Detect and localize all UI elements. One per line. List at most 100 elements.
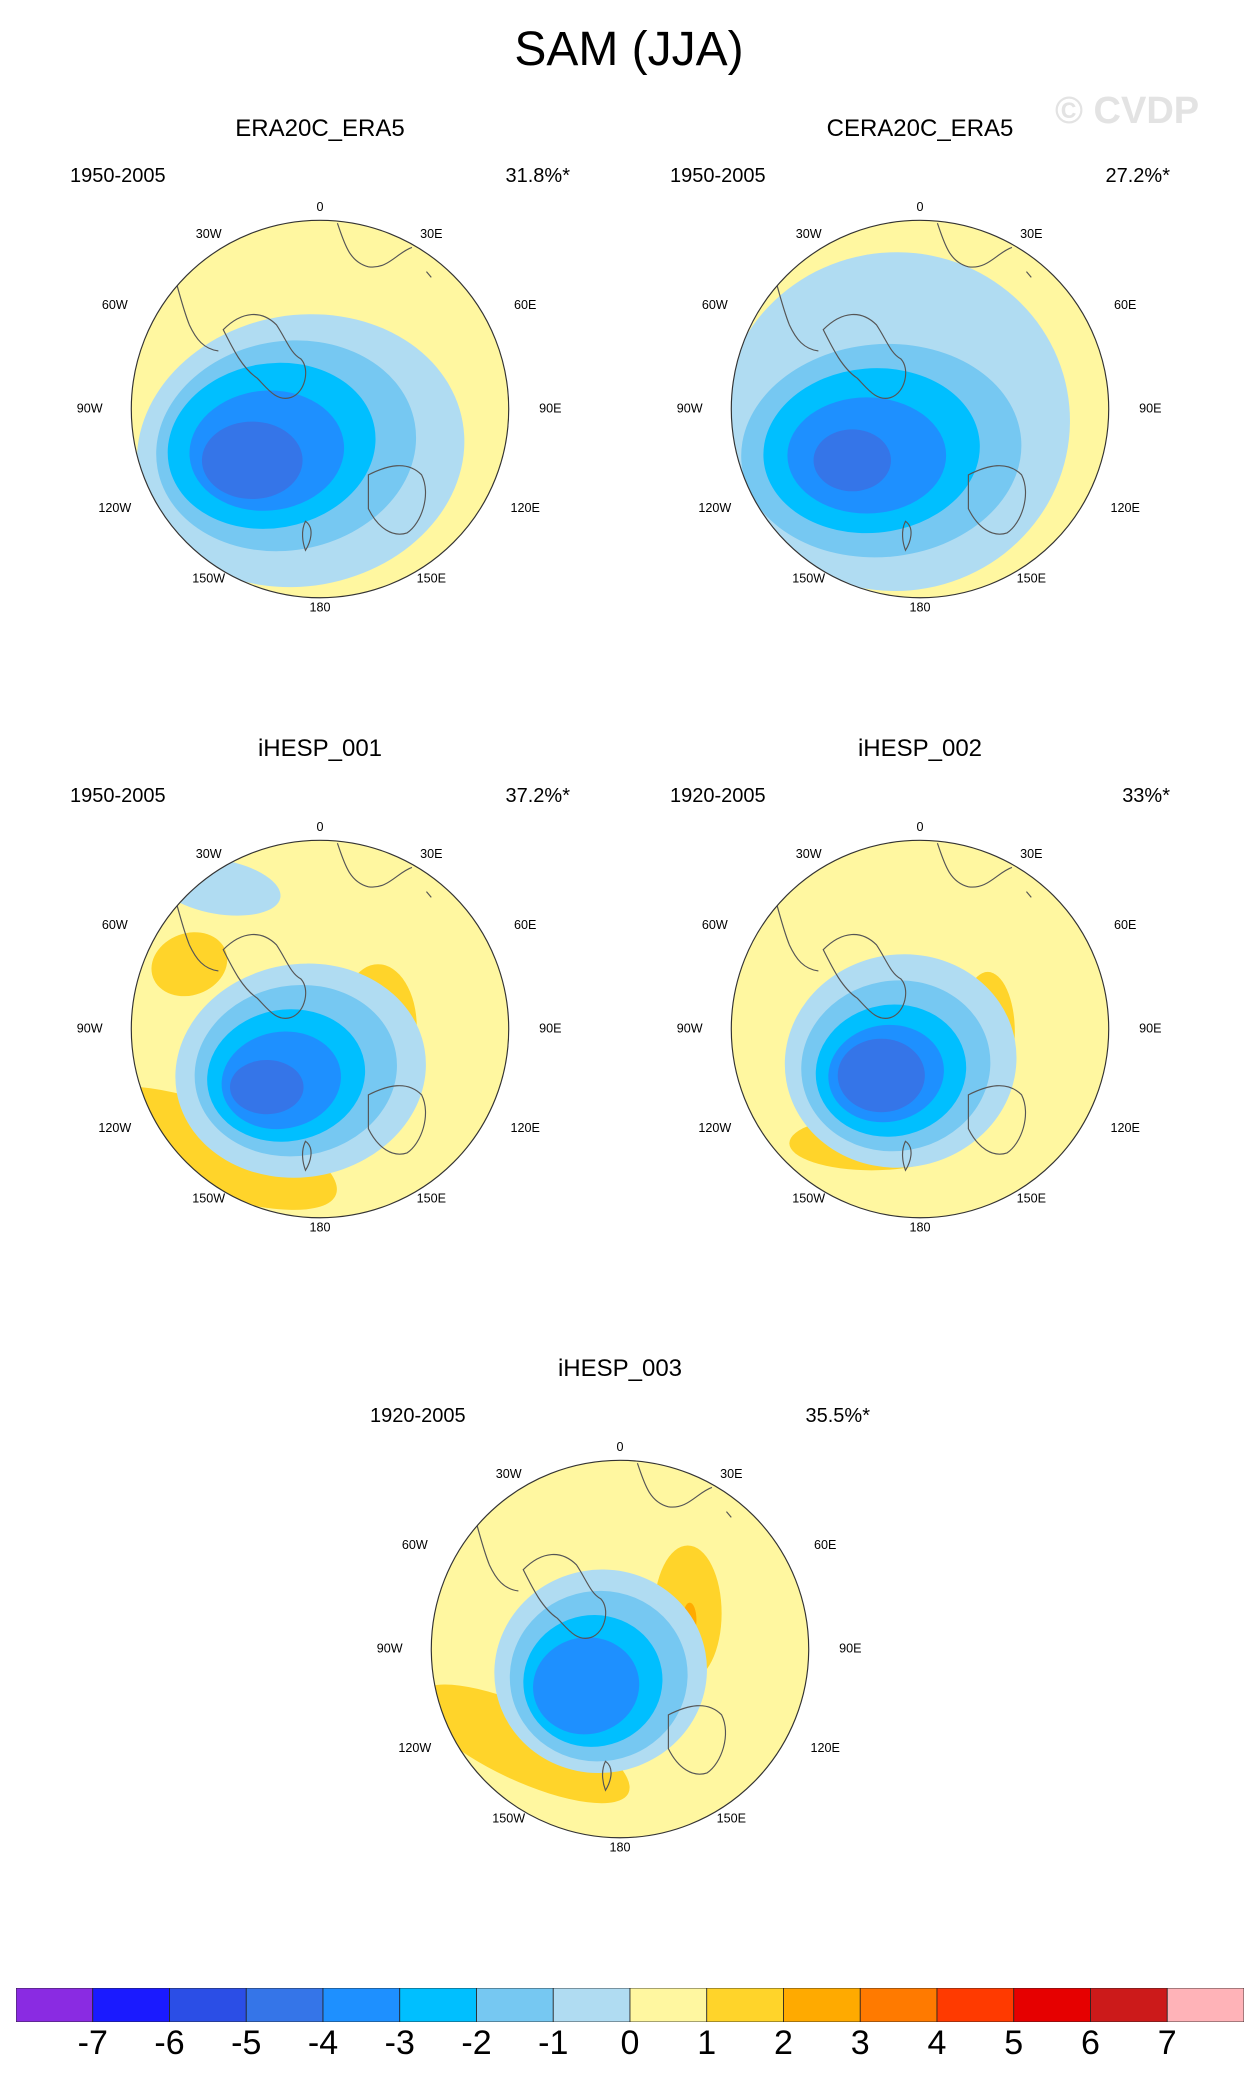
panel-variance-pct: 35.5%* <box>805 1405 871 1427</box>
coastline <box>902 1140 912 1172</box>
lon-label-w90: 90W <box>77 1021 103 1035</box>
lon-label-bottom: 180 <box>910 1221 931 1235</box>
panel-era20c-era5: ERA20C_ERA5 1950-2005 31.8%* 0 30W 30E 60W 60E 9… <box>40 115 600 725</box>
anomaly-contour <box>431 1684 630 1804</box>
lon-label-n30e: 30E <box>420 227 442 241</box>
lon-label-e60: 60E <box>514 298 536 312</box>
lon-label-n30w: 30W <box>496 1467 522 1481</box>
panel-variance-pct: 33%* <box>1122 785 1170 807</box>
lon-label-bottom: 180 <box>310 601 331 615</box>
panel-period: 1920-2005 <box>370 1405 466 1427</box>
coastline <box>936 843 1013 888</box>
lon-label-n30w: 30W <box>796 227 822 241</box>
polar-map: 0 30W 30E 60W 60E 90W 90E 120W 120E 150W 150E 180 <box>377 1440 862 1855</box>
colorbar-swatch <box>1013 1988 1091 2022</box>
panel-title: iHESP_002 <box>857 735 983 762</box>
lon-label-e120: 120E <box>510 1121 539 1135</box>
panel-cera20c-era5: CERA20C_ERA5 1950-2005 27.2%* 0 30W 30E 60W 60E… <box>640 115 1200 725</box>
lon-label-e60: 60E <box>1114 298 1136 312</box>
coastline <box>367 1085 426 1155</box>
lon-label-bottom: 180 <box>610 1841 631 1855</box>
lon-label-s150e: 150E <box>417 1192 446 1206</box>
lon-label-s150w: 150W <box>192 1192 225 1206</box>
coastline <box>726 1511 732 1518</box>
colorbar-tick-label: -1 <box>538 2024 569 2062</box>
coastline <box>367 465 426 535</box>
polar-map: 0 30W 30E 60W 60E 90W 90E 120W 120E 150W 150E 180 <box>77 820 562 1235</box>
lon-label-e60: 60E <box>814 1538 836 1552</box>
panel-variance-pct: 31.8%* <box>505 165 571 187</box>
colorbar-swatch <box>169 1988 247 2022</box>
anomaly-contour <box>813 429 891 492</box>
lon-label-w120: 120W <box>98 1121 131 1135</box>
lon-label-s150e: 150E <box>1017 572 1046 586</box>
colorbar-swatch <box>322 1988 401 2022</box>
colorbar-swatch <box>1166 1988 1244 2022</box>
lon-label-e90: 90E <box>1139 1021 1161 1035</box>
colorbar-swatch <box>629 1988 708 2022</box>
coastline <box>336 843 413 888</box>
lon-label-n30w: 30W <box>796 847 822 861</box>
coastline <box>667 1705 726 1775</box>
colorbar-swatch <box>706 1988 784 2022</box>
main-title: SAM (JJA) <box>514 23 744 76</box>
panel-title: CERA20C_ERA5 <box>826 115 1014 142</box>
colorbar-tick-label: -5 <box>231 2024 262 2062</box>
lon-label-w90: 90W <box>77 401 103 415</box>
panel-period: 1950-2005 <box>70 165 166 187</box>
lon-label-n30e: 30E <box>1020 227 1042 241</box>
coastline <box>222 933 307 1019</box>
panel-ihesp-001: iHESP_001 1950-2005 37.2%* 0 30W 30E 60W 60E 90W… <box>40 735 600 1345</box>
coastline <box>936 223 1013 268</box>
lon-label-e60: 60E <box>514 918 536 932</box>
panel-ihesp-002: iHESP_002 1920-2005 33%* 0 30W 30E 60W 60E 90W 90… <box>640 735 1200 1345</box>
map-border <box>130 219 510 599</box>
colorbar-swatch <box>859 1988 938 2022</box>
lon-label-w120: 120W <box>398 1741 431 1755</box>
coastline <box>336 223 413 268</box>
lon-label-s150e: 150E <box>717 1812 746 1826</box>
lon-label-w60: 60W <box>702 918 728 932</box>
anomaly-contour <box>533 1637 640 1735</box>
lon-label-e120: 120E <box>1110 501 1139 515</box>
coastline <box>636 1463 713 1508</box>
map-border <box>730 219 1110 599</box>
anomaly-contour <box>230 1060 304 1115</box>
colorbar-tick-label: -4 <box>307 2024 339 2062</box>
lon-label-n30w: 30W <box>196 847 222 861</box>
lon-label-s150w: 150W <box>492 1812 525 1826</box>
cvdp-watermark: © CVDP <box>1055 90 1200 132</box>
lon-label-w120: 120W <box>98 501 131 515</box>
polar-map: 0 30W 30E 60W 60E 90W 90E 120W 120E 150W 150E 180 <box>677 820 1162 1235</box>
lon-label-top: 0 <box>617 1440 624 1454</box>
colorbar-swatch <box>245 1988 324 2022</box>
colorbar-tick-label: 6 <box>1081 2024 1100 2062</box>
lon-label-n30e: 30E <box>1020 847 1042 861</box>
colorbar-tick-label: -7 <box>77 2024 108 2062</box>
colorbar-tick-label: 4 <box>927 2024 947 2062</box>
colorbar-swatch <box>92 1988 170 2022</box>
coastline <box>302 1140 312 1172</box>
colorbar-tick-label: 5 <box>1004 2024 1024 2062</box>
colorbar-swatch <box>552 1988 631 2022</box>
lon-label-top: 0 <box>317 820 324 834</box>
anomaly-contour <box>151 932 228 997</box>
colorbar-tick-label: 2 <box>774 2024 793 2062</box>
lon-label-e60: 60E <box>1114 918 1136 932</box>
colorbar-swatch <box>783 1988 861 2022</box>
coastline <box>1026 271 1032 278</box>
lon-label-top: 0 <box>917 200 924 214</box>
lon-label-w60: 60W <box>402 1538 428 1552</box>
lon-label-w60: 60W <box>102 918 128 932</box>
colorbar-swatch <box>1090 1988 1168 2022</box>
lon-label-w60: 60W <box>702 298 728 312</box>
lon-label-e90: 90E <box>539 401 561 415</box>
coastline <box>426 891 432 898</box>
lon-label-e90: 90E <box>1139 401 1161 415</box>
lon-label-w120: 120W <box>698 501 731 515</box>
lon-label-bottom: 180 <box>310 1221 331 1235</box>
lon-label-n30e: 30E <box>720 1467 742 1481</box>
panel-ihesp-003: iHESP_003 1920-2005 35.5%* 0 30W 30E 60W 60E 90W… <box>340 1355 900 1965</box>
coastline <box>222 313 307 399</box>
lon-label-n30w: 30W <box>196 227 222 241</box>
